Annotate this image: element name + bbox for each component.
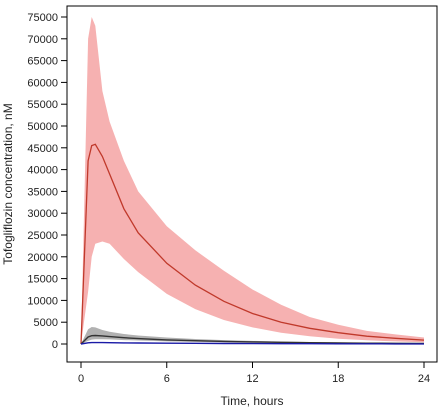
y-tick-label: 5000 — [34, 317, 58, 329]
x-tick-label: 6 — [164, 373, 170, 385]
median-line-2 — [80, 341, 424, 345]
y-tick-label: 70000 — [27, 34, 58, 46]
y-tick-label: 40000 — [27, 165, 58, 177]
y-tick-label: 55000 — [27, 99, 58, 111]
y-tick-label: 60000 — [27, 77, 58, 89]
y-tick-label: 15000 — [27, 274, 58, 286]
x-tick-label: 18 — [332, 373, 344, 385]
x-tick-label: 0 — [78, 373, 84, 385]
y-tick-label: 50000 — [27, 121, 58, 133]
median-line-1 — [80, 334, 425, 345]
median-lines — [80, 143, 425, 345]
y-tick-label: 10000 — [27, 295, 58, 307]
y-tick-label: 65000 — [27, 56, 58, 68]
y-tick-label: 30000 — [27, 208, 58, 220]
y-axis: 0 5000 10000 15000 20000 25000 30000 35000 40000… — [27, 12, 68, 351]
x-tick-label: 12 — [246, 373, 258, 385]
x-tick-label: 24 — [418, 373, 430, 385]
y-tick-label: 0 — [52, 339, 58, 351]
y-tick-label: 75000 — [27, 12, 58, 24]
median-line-0 — [80, 143, 425, 345]
y-axis-label: Tofogliflozin concentration, nM — [1, 103, 15, 264]
y-tick-label: 45000 — [27, 143, 58, 155]
x-axis-label: Time, hours — [221, 394, 284, 408]
band-0 — [81, 17, 424, 344]
confidence-bands — [81, 17, 424, 344]
y-tick-label: 20000 — [27, 252, 58, 264]
y-tick-label: 35000 — [27, 186, 58, 198]
y-tick-label: 25000 — [27, 230, 58, 242]
x-axis: 0 6 12 18 24 — [78, 361, 430, 385]
